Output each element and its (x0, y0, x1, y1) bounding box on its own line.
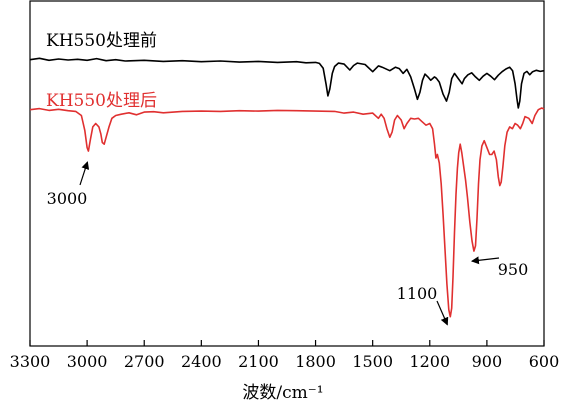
legend: KH550处理前 KH550处理后 (46, 31, 157, 111)
x-axis-ticks: 3300 3000 2700 2400 2100 1800 1500 1200 900 600 (10, 340, 560, 371)
series-line-2 (29, 107, 545, 318)
legend-entry-1: KH550处理前 (46, 31, 157, 51)
x-tick-label-600: 600 (529, 352, 560, 371)
peak-arrow-1100 (436, 300, 449, 326)
peak-label-950: 950 (498, 260, 529, 279)
peak-label-3000: 3000 (47, 189, 88, 208)
x-tick-label-2100: 2100 (238, 352, 279, 371)
x-tick-label-1800: 1800 (295, 352, 336, 371)
peak-arrow-950 (470, 256, 500, 265)
x-tick-label-1200: 1200 (409, 352, 450, 371)
peak-arrow-3000 (79, 161, 90, 186)
x-tick-label-1500: 1500 (352, 352, 393, 371)
x-tick-label-3000: 3000 (67, 352, 108, 371)
annotation-layer: 3000 1100 950 (47, 161, 529, 326)
x-tick-label-2400: 2400 (181, 352, 222, 371)
x-axis-title: 波数/cm⁻¹ (242, 383, 323, 403)
series-line-1 (29, 57, 545, 109)
peak-label-1100: 1100 (397, 284, 438, 303)
x-tick-label-900: 900 (472, 352, 503, 371)
series-layer (29, 57, 545, 318)
x-tick-label-3300: 3300 (10, 352, 51, 371)
x-tick-label-2700: 2700 (124, 352, 165, 371)
plot-frame (29, 0, 545, 347)
legend-entry-2: KH550处理后 (46, 91, 157, 111)
